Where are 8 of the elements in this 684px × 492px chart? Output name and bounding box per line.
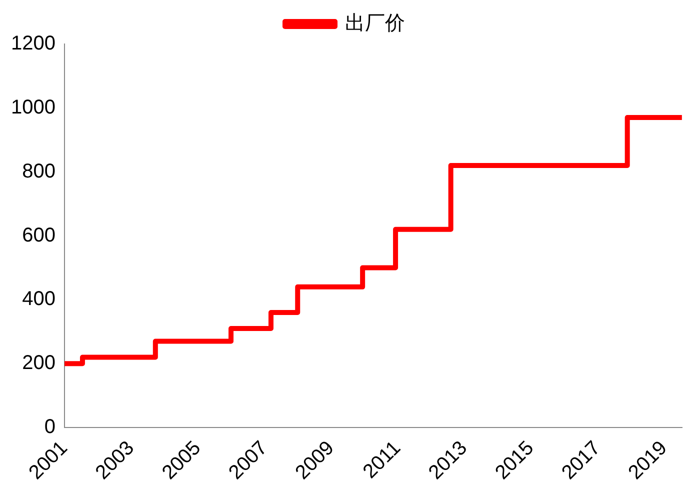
legend-label: 出厂价 bbox=[345, 12, 405, 35]
y-tick-label: 1000 bbox=[10, 96, 56, 118]
y-tick-label: 600 bbox=[22, 224, 56, 246]
y-tick-label: 1200 bbox=[10, 32, 56, 55]
y-tick-label: 400 bbox=[22, 288, 56, 310]
y-tick-label: 800 bbox=[22, 160, 56, 182]
y-tick-label: 0 bbox=[44, 416, 56, 438]
y-tick-label: 200 bbox=[22, 352, 56, 374]
